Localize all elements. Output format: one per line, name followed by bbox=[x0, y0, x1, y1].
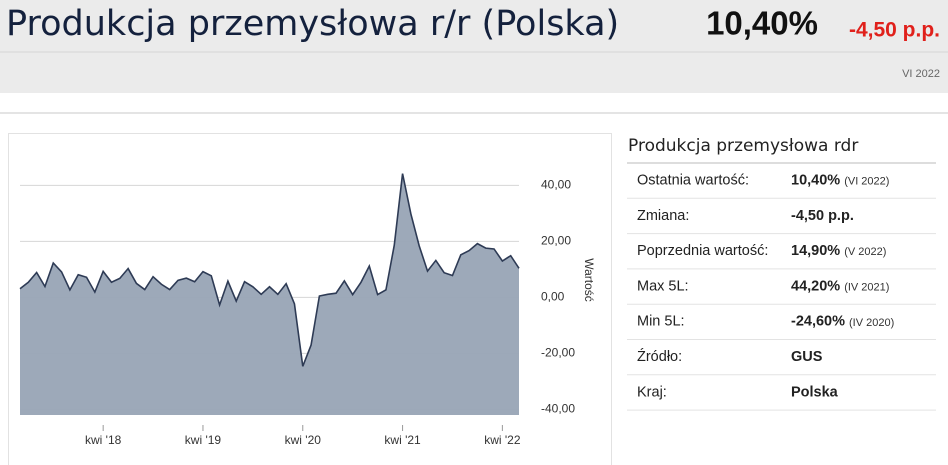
row-period: (VI 2022) bbox=[844, 176, 889, 188]
row-label: Kraj: bbox=[637, 384, 667, 400]
row-value: 10,40% bbox=[791, 172, 840, 188]
row-label: Zmiana: bbox=[637, 208, 689, 224]
period: VI 2022 bbox=[902, 68, 940, 80]
row-label: Min 5L: bbox=[637, 314, 685, 330]
info-title: Produkcja przemysłowa rdr bbox=[628, 136, 858, 156]
change-value: -4,50 p.p. bbox=[849, 19, 940, 42]
row-label: Max 5L: bbox=[637, 278, 689, 294]
y-tick-label: -20,00 bbox=[541, 346, 575, 360]
row-period: (IV 2020) bbox=[849, 317, 894, 329]
x-tick-label: kwi '20 bbox=[285, 433, 322, 447]
row-value: 14,90% bbox=[791, 243, 840, 259]
header-band bbox=[0, 0, 948, 93]
x-tick-label: kwi '22 bbox=[484, 433, 521, 447]
row-label: Poprzednia wartość: bbox=[637, 243, 768, 259]
x-tick-label: kwi '21 bbox=[384, 433, 421, 447]
chart: -40,00 -20,00 0,00 20,00 40,00 Wartość kwi '18… bbox=[19, 173, 596, 447]
y-tick-label: -40,00 bbox=[541, 402, 575, 416]
row-value: -4,50 p.p. bbox=[791, 208, 854, 224]
y-tick-label: 20,00 bbox=[541, 234, 571, 248]
row-value: Polska bbox=[791, 384, 839, 400]
y-axis-label: Wartość bbox=[582, 258, 596, 302]
page-title: Produkcja przemysłowa r/r (Polska) bbox=[6, 4, 619, 44]
row-value: 44,20% bbox=[791, 278, 840, 294]
row-value: GUS bbox=[791, 349, 823, 365]
current-value: 10,40% bbox=[706, 5, 818, 42]
y-tick-label: 0,00 bbox=[541, 290, 565, 304]
x-tick-label: kwi '18 bbox=[85, 433, 122, 447]
area bbox=[20, 173, 519, 415]
line bbox=[19, 173, 520, 367]
row-period: (IV 2021) bbox=[844, 281, 889, 293]
y-tick-label: 40,00 bbox=[541, 178, 571, 192]
info-table: Ostatnia wartość: 10,40% (VI 2022) Zmiana: -… bbox=[627, 162, 936, 411]
row-label: Ostatnia wartość: bbox=[637, 172, 749, 188]
row-value: -24,60% bbox=[791, 314, 845, 330]
x-tick-label: kwi '19 bbox=[185, 433, 222, 447]
row-label: Źródło: bbox=[637, 348, 682, 365]
row-period: (V 2022) bbox=[844, 246, 886, 258]
